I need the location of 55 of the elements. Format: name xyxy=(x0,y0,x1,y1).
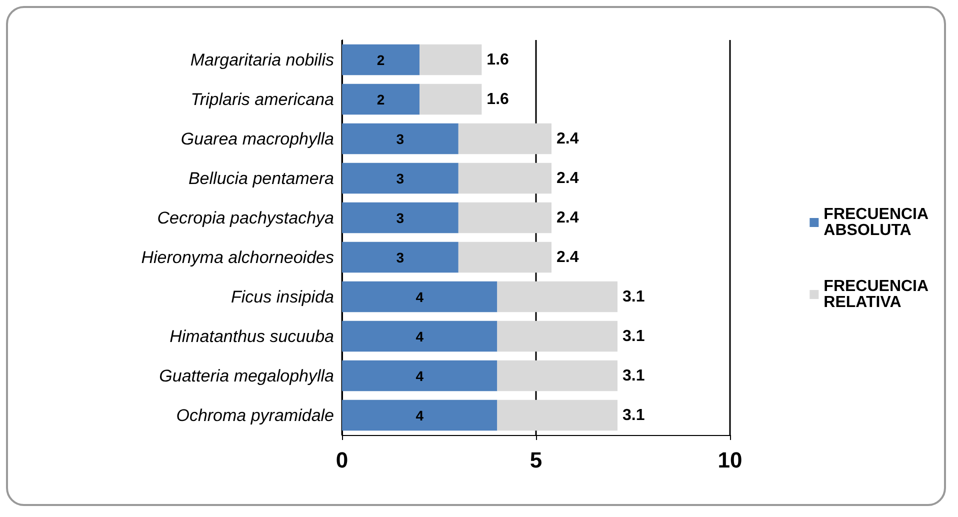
legend-label: FRECUENCIA RELATIVA xyxy=(824,278,932,311)
y-tick-label: Cecropia pachystachya xyxy=(157,208,334,228)
data-label: 3 xyxy=(396,170,404,186)
data-label: 4 xyxy=(416,407,424,424)
data-label: 1.6 xyxy=(486,90,510,108)
bar xyxy=(458,162,552,194)
bar xyxy=(342,320,498,352)
bar xyxy=(458,242,552,273)
bar xyxy=(342,202,458,234)
x-tick-label: 0 xyxy=(336,448,348,472)
x-tick-label: 10 xyxy=(718,448,742,472)
y-tick-label: Guatteria megalophylla xyxy=(159,366,334,386)
bar xyxy=(342,123,458,154)
data-label: 2 xyxy=(376,52,385,68)
bar xyxy=(342,400,498,431)
data-label: 4 xyxy=(416,328,424,344)
bar xyxy=(342,242,458,273)
data-label: 2.4 xyxy=(556,130,579,148)
bar xyxy=(497,400,618,431)
bar xyxy=(458,202,552,234)
y-tick-label: Bellucia pentamera xyxy=(188,168,334,188)
y-tick-label: Ochroma pyramidale xyxy=(176,406,334,425)
data-label: 4 xyxy=(416,288,424,305)
bar xyxy=(458,123,552,154)
data-label: 3 xyxy=(396,249,404,266)
y-tick-label: Margaritaria nobilis xyxy=(190,50,334,70)
data-label: 3.1 xyxy=(622,367,645,384)
data-label: 3.1 xyxy=(622,406,645,424)
data-label: 3.1 xyxy=(622,288,645,306)
data-label: 3 xyxy=(396,130,404,147)
y-tick-label: Hieronyma alchorneoides xyxy=(141,248,334,267)
x-tick-label: 5 xyxy=(530,448,542,472)
y-tick-label: Guarea macrophylla xyxy=(180,129,334,148)
data-label: 2 xyxy=(376,91,385,108)
bar xyxy=(342,84,420,115)
data-label: 3.1 xyxy=(622,328,645,345)
bar xyxy=(342,360,498,392)
data-label: 2.4 xyxy=(556,248,579,266)
data-label: 1.6 xyxy=(486,51,510,68)
bar xyxy=(342,162,458,194)
bar xyxy=(420,44,482,76)
bar xyxy=(497,360,618,392)
bar xyxy=(420,84,482,115)
y-tick-label: Triplaris americana xyxy=(190,90,334,109)
data-label: 4 xyxy=(416,368,424,384)
data-label: 2.4 xyxy=(556,170,579,187)
y-tick-label: Himatanthus sucuuba xyxy=(170,326,334,346)
data-label: 3 xyxy=(396,210,404,226)
bar xyxy=(497,320,618,352)
bar xyxy=(497,281,618,312)
legend-label: FRECUENCIA ABSOLUTA xyxy=(824,206,932,239)
bar xyxy=(342,44,420,76)
data-label: 2.4 xyxy=(556,209,579,226)
bar xyxy=(342,281,498,312)
y-tick-label: Ficus insipida xyxy=(231,287,334,306)
